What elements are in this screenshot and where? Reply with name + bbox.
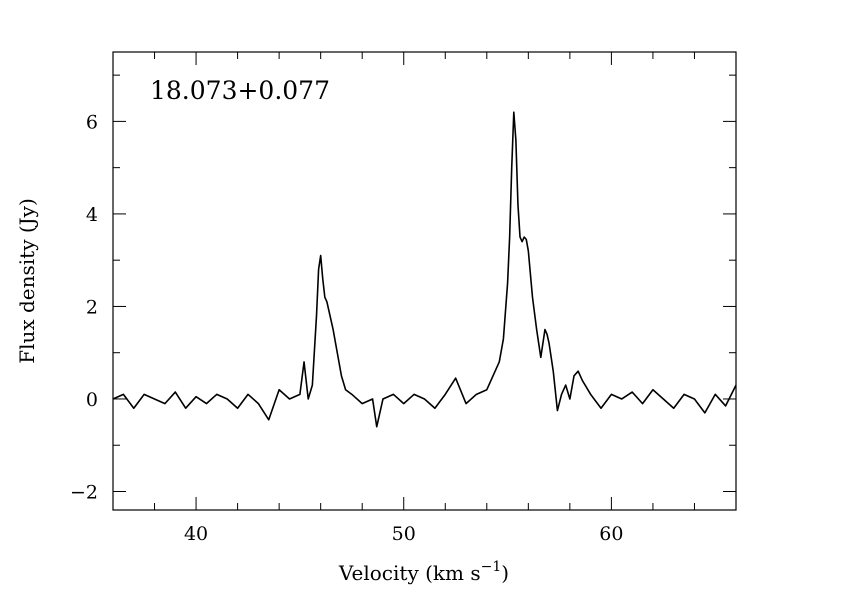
x-tick-label: 40 (184, 523, 208, 545)
x-axis-title: Velocity (km s−1) (338, 559, 509, 585)
y-axis-title: Flux density (Jy) (15, 198, 39, 364)
plot-frame (112, 51, 737, 511)
x-axis-title-close: ) (501, 561, 509, 585)
y-tick-label: 2 (86, 296, 98, 318)
x-tick-label: 60 (599, 523, 623, 545)
spectrum-line (112, 111, 737, 428)
y-tick-label: −2 (70, 481, 98, 503)
tick-marks (112, 52, 737, 510)
y-tick-label: 0 (86, 389, 98, 411)
x-axis-title-sup: −1 (481, 559, 502, 575)
x-axis-title-main: Velocity (km s (338, 561, 481, 585)
y-tick-label: 4 (86, 204, 98, 226)
series-group (112, 111, 737, 428)
x-tick-labels: 40 50 60 (184, 523, 624, 545)
source-annotation: 18.073+0.077 (150, 76, 330, 105)
x-tick-label: 50 (392, 523, 416, 545)
y-tick-labels: −2 0 2 4 6 (70, 111, 98, 503)
y-tick-label: 6 (86, 111, 98, 133)
